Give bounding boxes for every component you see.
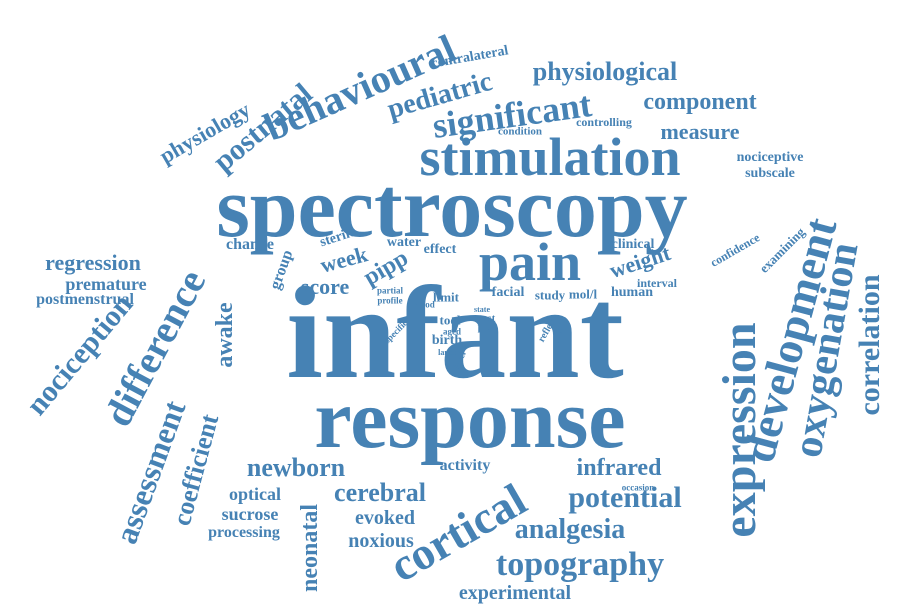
word-score: score (300, 274, 350, 299)
word-infrared: infrared (576, 455, 662, 481)
word-analgesia: analgesia (514, 514, 626, 545)
word-occasion: occasion (621, 482, 655, 493)
word-spectroscopy: spectroscopy (216, 159, 688, 255)
word-activity: activity (439, 457, 491, 474)
word-tool: tool (439, 312, 461, 328)
word-premature: premature (65, 274, 147, 294)
word-physiological: physiological (532, 57, 678, 86)
word-experimental: experimental (458, 582, 572, 604)
word-processing: processing (208, 524, 280, 541)
word-water: water (386, 235, 422, 250)
word-correlation: correlation (853, 274, 886, 416)
word-increase: increase (553, 320, 566, 360)
word-optical: optical (229, 484, 281, 504)
word-pain: pain (478, 232, 582, 292)
word-limit: limit (433, 289, 459, 305)
word-change: change (226, 236, 274, 253)
word-infant: infant (286, 259, 624, 406)
word-mol-l: mol/l (568, 286, 598, 302)
word-confidence: confidence (707, 230, 763, 270)
word-partial: partial (377, 285, 403, 296)
word-lance: lance (438, 348, 456, 357)
word-study: study (534, 287, 566, 303)
word-state: state (474, 305, 490, 314)
word-human: human (610, 285, 654, 300)
word-nociceptive: nociceptive (736, 150, 804, 165)
word-measure: measure (660, 119, 740, 144)
word-awake: awake (212, 302, 238, 368)
word-effect: effect (423, 242, 457, 257)
word-component: component (643, 89, 757, 115)
word-heel: heel (477, 323, 497, 336)
word-postmenstrual: postmenstrual (36, 291, 134, 308)
word-stimulation: stimulation (419, 127, 681, 187)
word-clinical: clinical (611, 237, 655, 252)
word-facial: facial (491, 285, 525, 300)
word-neonatal: neonatal (297, 503, 323, 593)
word-blood: blood (413, 299, 435, 310)
word-response: response (314, 373, 626, 466)
word-noxious: noxious (348, 530, 414, 552)
word-evoked: evoked (355, 507, 415, 529)
word-controlling: controlling (576, 115, 632, 129)
word-condition: condition (497, 125, 543, 138)
word-cerebral: cerebral (334, 478, 426, 507)
word-aged: aged (443, 326, 461, 337)
word-regression: regression (45, 250, 141, 275)
word-birth: birth (431, 333, 463, 348)
word-sucrose: sucrose (221, 504, 279, 524)
word-topography: topography (495, 546, 665, 583)
word-potential: potential (568, 481, 682, 514)
word-profile: profile (377, 295, 403, 306)
word-newborn: newborn (246, 453, 346, 482)
word-subscale: subscale (745, 166, 795, 181)
word-interval: interval (637, 276, 677, 290)
word-test: test (478, 312, 496, 325)
